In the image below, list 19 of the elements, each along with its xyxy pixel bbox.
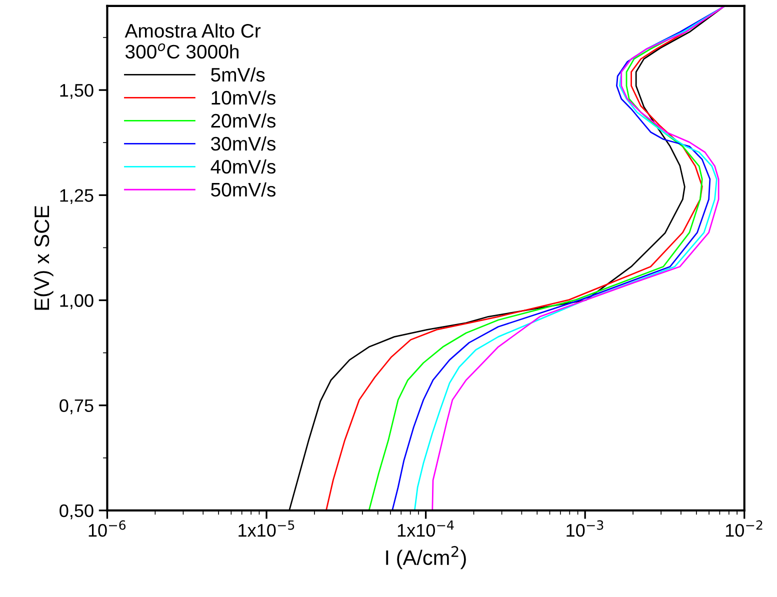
legend-label: 5mV/s [211, 67, 265, 82]
legend-label: 30mV/s [211, 136, 276, 151]
legend-label: 50mV/s [211, 182, 276, 197]
x-tick-label: 1x10$^{−4}$ [398, 520, 454, 537]
x-tick-label: 10$^{−3}$ [566, 520, 604, 537]
x-tick-label: 10$^{−2}$ [726, 520, 762, 537]
legend-label: 20mV/s [211, 113, 276, 128]
x-tick-label: 1x10$^{−5}$ [238, 520, 294, 537]
x-axis-title: I (A/cm$^{2}$) [386, 546, 466, 570]
y-tick-label: 0,50 [60, 504, 94, 520]
y-tick-label: 0,75 [60, 399, 94, 414]
y-axis-title: E(V) x SCE [34, 206, 54, 310]
x-tick-label: 10$^{−6}$ [88, 520, 126, 537]
y-tick-label: 1,25 [60, 189, 94, 204]
y-tick-label: 1,00 [60, 294, 94, 310]
legend-title: Amostra Alto Cr 300$^{o}$C 3000h [124, 23, 261, 59]
legend-label: 40mV/s [210, 159, 276, 174]
y-tick-label: 1,50 [60, 84, 94, 99]
legend-label: 10mV/s [212, 90, 276, 105]
